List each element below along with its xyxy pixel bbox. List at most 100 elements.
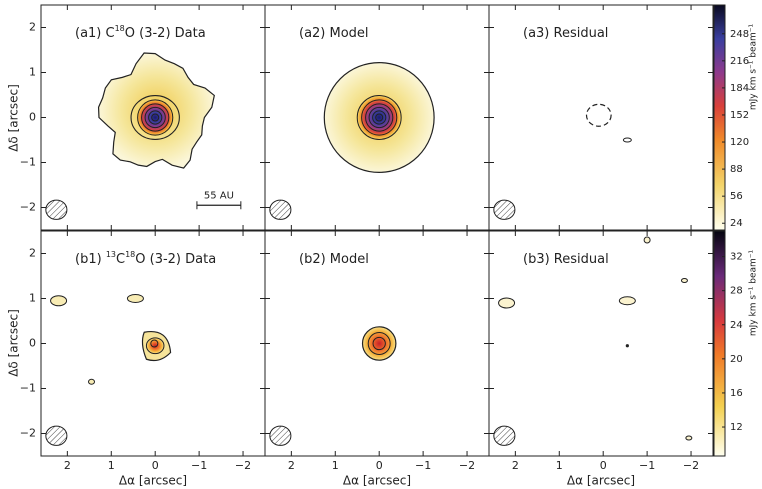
colorbar-label: mJy km s⁻¹ beam⁻¹ xyxy=(749,23,759,110)
x-tick-label: 0 xyxy=(600,459,607,472)
x-tick-label: 1 xyxy=(332,459,339,472)
contour xyxy=(685,435,693,441)
scale-bar-label: 55 AU xyxy=(204,190,234,201)
x-tick-label: 0 xyxy=(152,459,159,472)
y-axis-label: Δδ [arcsec] xyxy=(7,309,21,377)
superscript: 13 xyxy=(106,250,116,259)
panel-title: (a1) C18O (3-2) Data xyxy=(75,24,206,41)
x-tick-label: 2 xyxy=(64,459,71,472)
colorbar xyxy=(713,4,726,231)
colorbar xyxy=(713,230,726,457)
colorbar-tick-label: 12 xyxy=(730,422,743,433)
x-tick-label: 0 xyxy=(376,459,383,472)
contour xyxy=(625,344,629,348)
title-part: (b3) Residual xyxy=(523,252,609,267)
y-tick-label: −1 xyxy=(20,156,36,169)
x-axis-label: Δα [arcsec] xyxy=(119,474,187,488)
y-tick-label: 0 xyxy=(29,111,36,124)
contour xyxy=(618,296,636,306)
y-tick-label: −1 xyxy=(20,382,36,395)
x-axis-label: Δα [arcsec] xyxy=(343,474,411,488)
y-tick-label: 1 xyxy=(29,292,36,305)
colorbar-tick-label: 20 xyxy=(730,354,743,365)
contour xyxy=(137,99,174,136)
contour xyxy=(88,378,96,385)
x-tick-label: −2 xyxy=(683,459,699,472)
superscript: 18 xyxy=(115,24,125,33)
colorbar-tick-label: 24 xyxy=(730,320,743,331)
colorbar-tick-label: 56 xyxy=(730,191,743,202)
contour xyxy=(144,106,166,129)
beam xyxy=(493,425,516,446)
beam xyxy=(269,425,292,446)
contour xyxy=(498,297,516,309)
y-axis-label: Δδ [arcsec] xyxy=(7,84,21,152)
colorbar-label: mJy km s⁻¹ beam⁻¹ xyxy=(749,249,759,336)
x-tick-label: −1 xyxy=(639,459,655,472)
colorbar-tick-label: 24 xyxy=(730,218,743,229)
core xyxy=(357,95,402,140)
title-part: (a3) Residual xyxy=(523,26,608,41)
colorbar-tick-label: 120 xyxy=(730,137,749,148)
beam xyxy=(269,199,292,220)
x-tick-label: −2 xyxy=(235,459,251,472)
contour xyxy=(372,110,387,125)
contour xyxy=(141,103,170,132)
y-tick-label: 1 xyxy=(29,66,36,79)
contour xyxy=(643,236,651,244)
x-tick-label: 1 xyxy=(556,459,563,472)
contour xyxy=(356,95,402,140)
x-tick-label: 2 xyxy=(288,459,295,472)
core xyxy=(136,99,174,136)
y-tick-label: −2 xyxy=(20,427,36,440)
colorbar-tick-label: 28 xyxy=(730,286,743,297)
contour xyxy=(361,99,398,136)
panel-title: (a2) Model xyxy=(299,26,369,41)
panel-title: (b2) Model xyxy=(299,252,369,267)
x-tick-label: 1 xyxy=(108,459,115,472)
colorbar-tick-label: 216 xyxy=(730,56,749,67)
superscript: 18 xyxy=(125,250,135,259)
title-part: O (3-2) Data xyxy=(125,26,206,41)
panel-title: (b3) Residual xyxy=(523,252,609,267)
y-tick-label: −2 xyxy=(20,201,36,214)
x-tick-label: −1 xyxy=(415,459,431,472)
contour xyxy=(368,106,390,129)
contour xyxy=(150,339,159,348)
colorbar-tick-label: 152 xyxy=(730,110,749,121)
contour xyxy=(151,113,160,122)
title-part: O (3-2) Data xyxy=(135,252,216,267)
contour xyxy=(375,113,384,122)
colorbar-tick-label: 184 xyxy=(730,83,749,94)
title-part: (a2) Model xyxy=(299,26,369,41)
contour xyxy=(126,294,144,303)
panel-title: (b1) 13C18O (3-2) Data xyxy=(75,250,216,267)
title-part: (b1) xyxy=(75,252,106,267)
x-tick-label: −2 xyxy=(459,459,475,472)
beam xyxy=(493,199,516,220)
contour xyxy=(50,295,68,307)
contour xyxy=(365,103,394,132)
contour xyxy=(680,278,688,283)
emission xyxy=(361,326,397,361)
y-tick-label: 2 xyxy=(29,21,36,34)
contour xyxy=(148,110,163,125)
x-tick-label: 2 xyxy=(512,459,519,472)
title-part: (a1) C xyxy=(75,26,115,41)
beam xyxy=(45,425,68,446)
y-tick-label: 2 xyxy=(29,247,36,260)
colorbar-tick-label: 16 xyxy=(730,388,743,399)
contour xyxy=(585,103,612,127)
title-part: (b2) Model xyxy=(299,252,369,267)
panel-title: (a3) Residual xyxy=(523,26,608,41)
contour xyxy=(622,137,632,143)
contour xyxy=(130,94,180,141)
colorbar-tick-label: 248 xyxy=(730,29,749,40)
contour xyxy=(367,332,391,355)
x-axis-label: Δα [arcsec] xyxy=(567,474,635,488)
title-part: C xyxy=(116,252,125,267)
colorbar-tick-label: 32 xyxy=(730,252,743,263)
y-tick-label: 0 xyxy=(29,337,36,350)
beam xyxy=(45,199,68,220)
